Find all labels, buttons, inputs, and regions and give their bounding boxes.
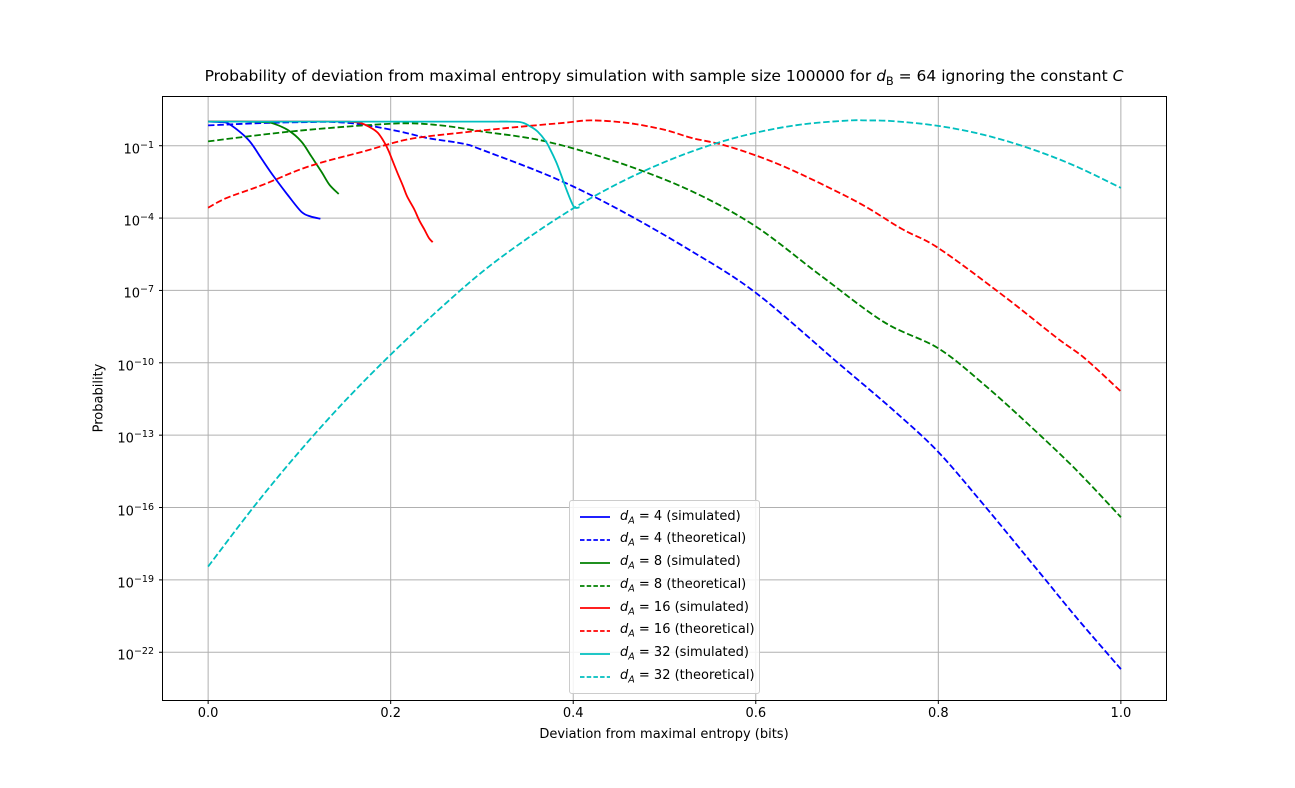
chart-title: Probability of deviation from maximal en… <box>205 67 1124 88</box>
legend-entry: dA = 16 (simulated) <box>579 597 751 620</box>
x-tick-label: 0.0 <box>197 706 219 721</box>
y-tick-label: 10−19 <box>117 573 154 592</box>
legend-line-swatch <box>580 675 610 678</box>
series-line-d-A-16-simulated <box>208 120 434 243</box>
series-line-d-A-4-simulated <box>208 120 321 220</box>
legend-entry-label: dA = 16 (simulated) <box>620 599 749 618</box>
x-tick-label: 0.2 <box>380 706 402 721</box>
title-text: Probability of deviation from maximal en… <box>204 67 877 85</box>
legend-entry: dA = 4 (theoretical) <box>579 529 751 552</box>
legend-entry: dA = 8 (simulated) <box>579 552 751 575</box>
x-tick-label: 0.4 <box>562 706 584 721</box>
legend-entry-label: dA = 4 (simulated) <box>620 508 741 527</box>
y-tick-label: 10−1 <box>123 139 154 158</box>
y-tick-label: 10−13 <box>117 429 154 447</box>
x-tick-label: 0.8 <box>927 706 949 721</box>
legend-line-swatch <box>580 584 610 587</box>
series-line-d-A-32-theoretical <box>207 119 1122 568</box>
plot-frame <box>162 96 1167 701</box>
legend-entry-label: dA = 32 (simulated) <box>620 645 749 663</box>
series-line-d-A-4-theoretical <box>208 120 1122 670</box>
legend-entry-label: dA = 32 (theoretical) <box>620 667 755 686</box>
series-line-d-A-8-theoretical <box>207 122 1122 518</box>
series-line-d-A-16-theoretical <box>207 119 1122 393</box>
series-line-d-A-8-simulated <box>208 120 340 195</box>
legend-entry-label: dA = 16 (theoretical) <box>620 622 755 640</box>
x-tick-label: 1.0 <box>1110 706 1132 721</box>
legend-line-swatch <box>580 561 610 564</box>
legend-entry-label: dA = 4 (theoretical) <box>620 531 747 549</box>
x-axis-label: Deviation from maximal entropy (bits) <box>539 727 789 742</box>
y-tick-label: 10−22 <box>117 646 154 664</box>
title-math-var2: C <box>1112 67 1124 85</box>
legend-entry: dA = 16 (theoretical) <box>579 620 755 643</box>
legend-line-swatch <box>580 607 610 610</box>
y-tick-label: 10−16 <box>117 501 154 519</box>
y-axis-label: Probability <box>91 363 107 433</box>
legend-entry: dA = 4 (simulated) <box>579 506 751 529</box>
legend-line-swatch <box>580 630 610 633</box>
legend-entry: dA = 8 (theoretical) <box>579 574 751 597</box>
y-tick-label: 10−10 <box>117 356 154 375</box>
series-line-d-A-32-simulated <box>208 120 580 209</box>
legend-entry: dA = 32 (simulated) <box>579 643 751 666</box>
title-math-var: d <box>876 67 887 85</box>
x-tick-label: 0.6 <box>745 706 767 721</box>
y-tick-label: 10−7 <box>123 284 154 302</box>
legend-entry: dA = 32 (theoretical) <box>579 665 755 688</box>
legend-line-swatch <box>580 516 610 519</box>
legend-line-swatch <box>580 652 610 655</box>
legend-entry-label: dA = 8 (simulated) <box>620 554 741 572</box>
title-text-mid: = 64 ignoring the constant <box>893 67 1113 85</box>
title-math-sub: B <box>886 75 894 89</box>
legend-entry-label: dA = 8 (theoretical) <box>620 576 747 595</box>
y-tick-label: 10−4 <box>123 212 154 230</box>
legend: dA = 4 (simulated) dA = 4 (theoretical) dA… <box>569 500 760 694</box>
legend-line-swatch <box>580 539 610 542</box>
